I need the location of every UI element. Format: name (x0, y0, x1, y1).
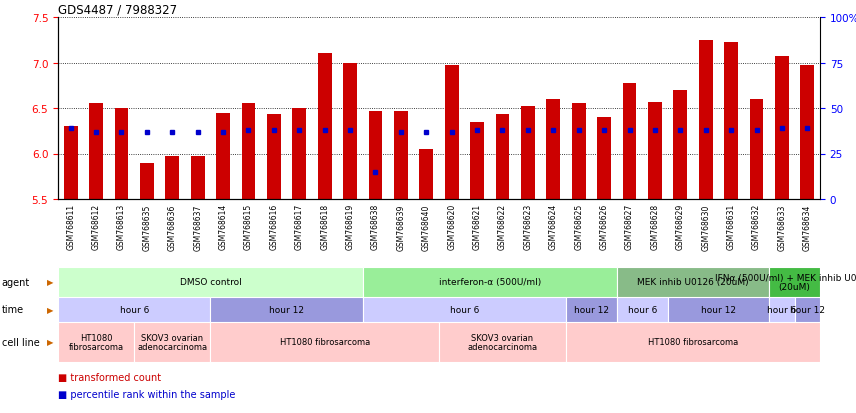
Bar (470, 122, 484, 199)
Bar (496, 115, 509, 199)
Text: hour 12: hour 12 (269, 305, 304, 314)
Bar (445, 66, 459, 199)
Bar (89, 104, 103, 199)
Bar (58, 297, 211, 322)
Text: time: time (2, 305, 24, 315)
Bar (566, 297, 617, 322)
Bar (165, 157, 179, 199)
Text: hour 6: hour 6 (767, 305, 797, 314)
Text: hour 12: hour 12 (574, 305, 609, 314)
Text: ▶: ▶ (47, 338, 53, 347)
Bar (115, 109, 128, 199)
Bar (674, 90, 687, 199)
Bar (794, 297, 820, 322)
Bar (750, 100, 764, 199)
Text: MEK inhib U0126 (20uM): MEK inhib U0126 (20uM) (637, 278, 749, 287)
Text: ■ percentile rank within the sample: ■ percentile rank within the sample (58, 389, 235, 399)
Bar (211, 322, 439, 362)
Bar (546, 100, 561, 199)
Text: SKOV3 ovarian
adenocarcinoma: SKOV3 ovarian adenocarcinoma (467, 333, 538, 351)
Bar (292, 109, 306, 199)
Bar (58, 322, 134, 362)
Bar (617, 267, 770, 297)
Bar (698, 40, 713, 199)
Bar (622, 83, 637, 199)
Bar (58, 267, 363, 297)
Text: ■ transformed count: ■ transformed count (58, 372, 161, 382)
Bar (369, 112, 383, 199)
Bar (770, 297, 794, 322)
Bar (140, 163, 154, 199)
Text: cell line: cell line (2, 337, 39, 347)
Bar (191, 157, 205, 199)
Bar (617, 297, 668, 322)
Text: hour 6: hour 6 (449, 305, 479, 314)
Bar (800, 66, 814, 199)
Text: SKOV3 ovarian
adenocarcinoma: SKOV3 ovarian adenocarcinoma (137, 333, 207, 351)
Text: ▶: ▶ (47, 305, 53, 314)
Text: hour 12: hour 12 (701, 305, 736, 314)
Bar (419, 150, 433, 199)
Bar (724, 43, 738, 199)
Text: DMSO control: DMSO control (180, 278, 241, 287)
Bar (134, 322, 211, 362)
Bar (241, 104, 255, 199)
Text: HT1080 fibrosarcoma: HT1080 fibrosarcoma (648, 338, 738, 347)
Bar (211, 297, 363, 322)
Bar (597, 118, 611, 199)
Text: IFNα (500U/ml) + MEK inhib U0126
(20uM): IFNα (500U/ml) + MEK inhib U0126 (20uM) (716, 273, 856, 292)
Text: hour 6: hour 6 (120, 305, 149, 314)
Bar (343, 63, 357, 199)
Text: hour 6: hour 6 (627, 305, 657, 314)
Bar (318, 54, 331, 199)
Text: agent: agent (2, 277, 30, 287)
Text: ▶: ▶ (47, 278, 53, 287)
Bar (394, 112, 408, 199)
Bar (566, 322, 820, 362)
Bar (770, 267, 820, 297)
Bar (572, 104, 586, 199)
Text: hour 12: hour 12 (790, 305, 825, 314)
Bar (775, 57, 789, 199)
Bar (439, 322, 566, 362)
Bar (648, 102, 662, 199)
Text: HT1080 fibrosarcoma: HT1080 fibrosarcoma (280, 338, 370, 347)
Bar (363, 297, 566, 322)
Text: HT1080
fibrosarcoma: HT1080 fibrosarcoma (68, 333, 123, 351)
Bar (363, 267, 617, 297)
Text: GDS4487 / 7988327: GDS4487 / 7988327 (58, 4, 177, 17)
Bar (267, 115, 281, 199)
Bar (521, 107, 535, 199)
Bar (668, 297, 770, 322)
Text: interferon-α (500U/ml): interferon-α (500U/ml) (438, 278, 541, 287)
Bar (216, 113, 230, 199)
Bar (63, 127, 78, 199)
